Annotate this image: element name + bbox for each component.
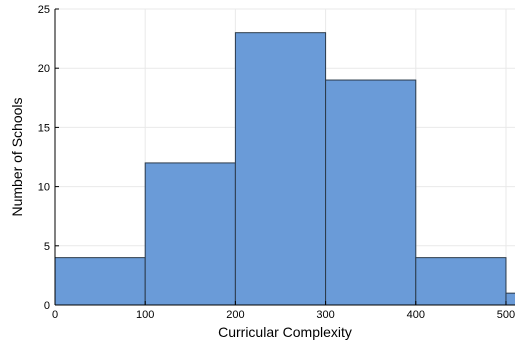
tick-labels: 0 5 10 15 20 25 0 100 200 300 400 500 — [38, 4, 515, 321]
axes — [54, 8, 515, 306]
histogram-bar — [55, 257, 146, 305]
histogram-bar — [234, 32, 327, 305]
x-tick-label: 0 — [52, 309, 58, 321]
y-tick-label: 20 — [38, 63, 50, 75]
x-tick-label: 400 — [407, 309, 425, 321]
histogram-bar — [505, 292, 515, 305]
x-tick-label: 300 — [316, 309, 334, 321]
y-tick-label: 25 — [38, 4, 50, 16]
x-tick-label: 200 — [226, 309, 244, 321]
x-tick-label: 100 — [136, 309, 154, 321]
histogram-bar — [415, 257, 507, 305]
histogram-bar — [325, 79, 417, 305]
histogram-bars — [55, 32, 515, 305]
x-tick-label: 500 — [497, 309, 515, 321]
histogram-bar — [144, 162, 236, 305]
y-axis-title: Number of Schools — [9, 97, 25, 216]
y-tick-label: 0 — [44, 300, 50, 312]
y-tick-label: 5 — [44, 241, 50, 253]
y-tick-label: 15 — [38, 122, 50, 134]
x-axis-title: Curricular Complexity — [218, 324, 352, 340]
y-tick-label: 10 — [38, 182, 50, 194]
